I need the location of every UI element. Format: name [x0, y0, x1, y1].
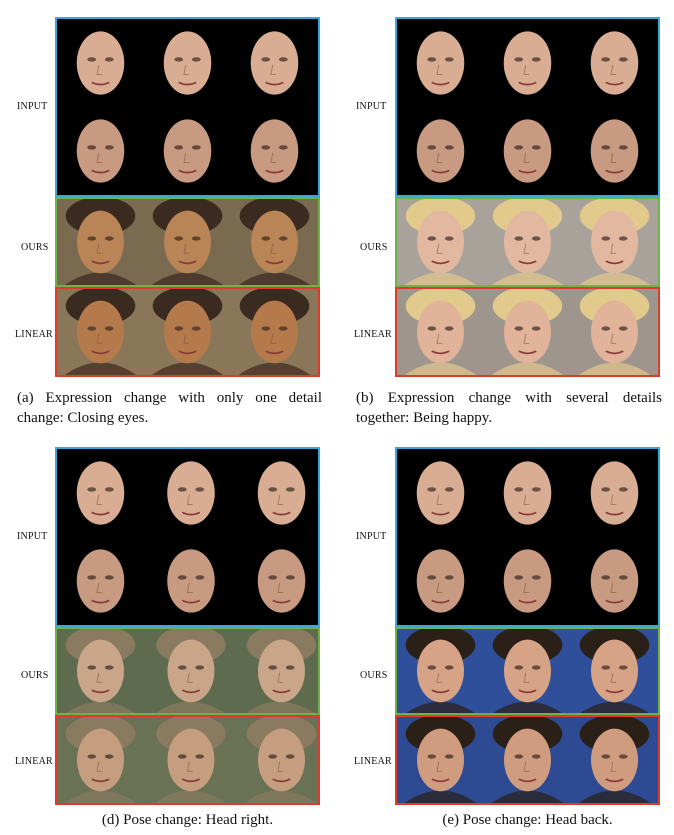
ours-strip: [397, 199, 658, 285]
row-label-input: INPUT: [17, 531, 48, 542]
ours-row: [55, 197, 320, 287]
face-image: [484, 717, 571, 803]
input-row-woman: [397, 19, 658, 107]
input-grid: [395, 17, 660, 197]
face-image: [57, 19, 144, 107]
face-image: [484, 537, 571, 625]
input-row-woman: [57, 19, 318, 107]
face-image: [397, 629, 484, 713]
face-image: [571, 537, 658, 625]
linear-row: [55, 715, 320, 805]
face-image: [571, 449, 658, 537]
panel-caption-d: (d) Pose change: Head right.: [101, 812, 274, 828]
face-image: [571, 629, 658, 713]
row-label-linear: LINEAR: [354, 756, 392, 767]
face-image: [231, 289, 318, 375]
row-label-input: INPUT: [356, 531, 387, 542]
face-image: [144, 717, 231, 803]
row-label-ours: OURS: [360, 242, 388, 253]
face-image: [397, 717, 484, 803]
face-image: [571, 717, 658, 803]
face-image: [231, 449, 318, 537]
face-image: [484, 199, 571, 285]
row-label-ours: OURS: [21, 242, 49, 253]
panel-caption-a: (a) Expression change with only one deta…: [17, 390, 322, 426]
face-image: [571, 289, 658, 375]
face-image: [144, 107, 231, 195]
row-label-linear: LINEAR: [354, 329, 392, 340]
face-image: [231, 199, 318, 285]
ours-row: [395, 627, 660, 715]
input-grid: [395, 447, 660, 627]
face-image: [571, 199, 658, 285]
row-label-linear: LINEAR: [15, 756, 53, 767]
face-image: [484, 449, 571, 537]
face-image: [484, 629, 571, 713]
face-image: [397, 107, 484, 195]
face-image: [144, 19, 231, 107]
ours-strip: [397, 629, 658, 713]
face-image: [144, 289, 231, 375]
face-image: [397, 537, 484, 625]
linear-strip: [397, 717, 658, 803]
panel-caption-e: (e) Pose change: Head back.: [442, 812, 613, 828]
face-image: [57, 449, 144, 537]
input-row-man: [397, 537, 658, 625]
input-row-man: [57, 537, 318, 625]
face-image: [57, 289, 144, 375]
ours-strip: [57, 629, 318, 713]
face-image: [571, 19, 658, 107]
face-image: [397, 199, 484, 285]
face-image: [397, 449, 484, 537]
input-row-woman: [397, 449, 658, 537]
input-row-man: [57, 107, 318, 195]
face-image: [231, 717, 318, 803]
face-image: [484, 19, 571, 107]
face-image: [231, 629, 318, 713]
row-label-ours: OURS: [360, 670, 388, 681]
face-image: [144, 449, 231, 537]
input-grid: [55, 447, 320, 627]
panel-caption-b: (b) Expression change with several detai…: [356, 390, 662, 426]
face-image: [144, 629, 231, 713]
face-image: [144, 537, 231, 625]
linear-row: [395, 287, 660, 377]
face-image: [57, 107, 144, 195]
face-image: [231, 537, 318, 625]
row-label-input: INPUT: [17, 101, 48, 112]
linear-row: [395, 715, 660, 805]
row-label-linear: LINEAR: [15, 329, 53, 340]
face-image: [484, 107, 571, 195]
face-image: [57, 717, 144, 803]
face-image: [397, 19, 484, 107]
row-label-input: INPUT: [356, 101, 387, 112]
face-image: [57, 199, 144, 285]
face-image: [231, 19, 318, 107]
input-grid: [55, 17, 320, 197]
ours-row: [395, 197, 660, 287]
ours-strip: [57, 199, 318, 285]
face-image: [57, 629, 144, 713]
linear-strip: [397, 289, 658, 375]
input-row-woman: [57, 449, 318, 537]
face-image: [484, 289, 571, 375]
row-label-ours: OURS: [21, 670, 49, 681]
face-image: [571, 107, 658, 195]
ours-row: [55, 627, 320, 715]
linear-strip: [57, 289, 318, 375]
linear-row: [55, 287, 320, 377]
face-image: [57, 537, 144, 625]
linear-strip: [57, 717, 318, 803]
input-row-man: [397, 107, 658, 195]
face-image: [397, 289, 484, 375]
face-image: [144, 199, 231, 285]
face-image: [231, 107, 318, 195]
